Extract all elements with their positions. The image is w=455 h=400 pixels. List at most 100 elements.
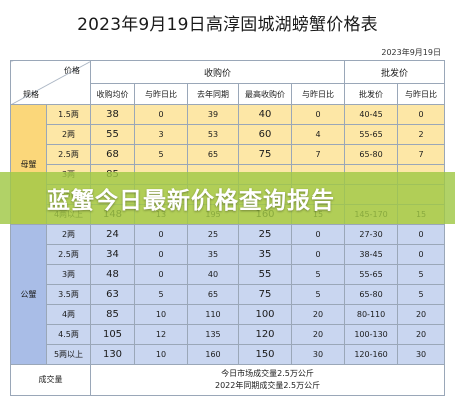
table-row: 3.5两 63 5 65 75 5 65-80 5 <box>11 284 446 305</box>
spec-header-label: 规格 <box>23 90 39 99</box>
max-cell: 55 <box>238 264 292 285</box>
vs2-cell: 0 <box>290 224 346 245</box>
col-header-vs: 与昨日比 <box>290 83 346 105</box>
footer-label: 成交量 <box>10 364 91 396</box>
footer-row: 成交量 今日市场成交量2.5万公斤 2022年同期成交量2.5万公斤 <box>10 364 446 396</box>
vs3-cell: 7 <box>397 144 446 165</box>
table-date: 2023年9月19日 <box>381 48 441 57</box>
vs-cell: 0 <box>134 264 188 285</box>
vs2-cell: 0 <box>290 244 346 265</box>
ws-cell: 80-110 <box>344 304 399 325</box>
avg-cell: 55 <box>90 124 135 145</box>
spec-cell: 2两 <box>46 224 91 245</box>
table-row: 母蟹 1.5两 38 0 39 40 0 40-45 0 <box>10 104 446 225</box>
vs3-cell: 5 <box>397 284 446 305</box>
max-cell: 100 <box>238 304 292 325</box>
header-row-2: 收购均价 与昨日比 去年同期 最高收购价 与昨日比 批发价 与昨日比 <box>11 83 446 105</box>
page-title: 2023年9月19日高淳固城湖螃蟹价格表 <box>77 15 378 35</box>
avg-cell: 63 <box>90 284 135 305</box>
avg-cell: 38 <box>90 104 135 125</box>
vs-cell: 10 <box>134 344 188 365</box>
max-cell: 150 <box>238 344 292 365</box>
table-row: 2.5两 68 5 65 75 7 65-80 7 <box>11 144 446 165</box>
vs2-cell: 7 <box>290 144 346 165</box>
last-cell: 53 <box>187 124 239 145</box>
vs3-cell: 2 <box>397 124 446 145</box>
last-cell: 35 <box>187 244 239 265</box>
spec-cell: 1.5两 <box>46 104 91 125</box>
vs2-cell: 5 <box>290 284 346 305</box>
avg-cell: 105 <box>90 324 135 345</box>
last-cell: 40 <box>187 264 239 285</box>
ws-cell: 100-130 <box>344 324 399 345</box>
col-header-max: 最高收购价 <box>238 83 292 105</box>
vs3-cell: 20 <box>397 304 446 325</box>
vs-cell: 10 <box>134 304 188 325</box>
ws-cell: 65-80 <box>344 284 399 305</box>
avg-cell: 24 <box>90 224 135 245</box>
spec-cell: 2.5两 <box>46 244 91 265</box>
last-cell: 25 <box>187 224 239 245</box>
ws-cell: 27-30 <box>344 224 399 245</box>
avg-cell: 68 <box>90 144 135 165</box>
vs-cell: 0 <box>134 244 188 265</box>
price-header-label: 价格 <box>64 66 80 75</box>
avg-cell: 48 <box>90 264 135 285</box>
avg-cell: 85 <box>90 304 135 325</box>
spec-cell: 5两以上 <box>46 344 91 365</box>
vs-cell: 5 <box>134 144 188 165</box>
vs2-cell: 4 <box>290 124 346 145</box>
banner-text: 蓝蟹今日最新价格查询报告 <box>47 188 335 214</box>
avg-cell: 130 <box>90 344 135 365</box>
vs-cell: 0 <box>134 104 188 125</box>
male-section: 公蟹 2两 24 0 25 25 0 27-30 0 2.5两 34 0 35 35 0 38-45 0 3两 48… <box>10 224 446 365</box>
last-cell: 39 <box>187 104 239 125</box>
vs-cell: 5 <box>134 284 188 305</box>
last-cell: 65 <box>187 284 239 305</box>
spec-cell: 4.5两 <box>46 324 91 345</box>
footer-text: 今日市场成交量2.5万公斤 2022年同期成交量2.5万公斤 <box>89 364 446 396</box>
vs2-cell: 5 <box>290 264 346 285</box>
vs3-cell: 0 <box>397 104 446 125</box>
max-cell: 120 <box>238 324 292 345</box>
max-cell: 40 <box>238 104 292 125</box>
vs3-cell: 0 <box>397 224 446 245</box>
ws-cell: 40-45 <box>344 104 399 125</box>
last-cell: 110 <box>187 304 239 325</box>
max-cell: 60 <box>238 124 292 145</box>
purchase-group-header: 收购价 <box>89 60 346 84</box>
vs2-cell: 0 <box>290 104 346 125</box>
spec-cell: 2两 <box>46 124 91 145</box>
ws-cell: 55-65 <box>344 124 399 145</box>
last-cell: 135 <box>187 324 239 345</box>
col-header-vs: 与昨日比 <box>134 83 188 105</box>
table-row: 4.5两 105 12 135 120 20 100-130 20 <box>11 324 446 345</box>
table-row: 3两 48 0 40 55 5 55-65 5 <box>11 264 446 285</box>
table-row: 5两以上 130 10 160 150 30 120-160 30 <box>11 344 446 365</box>
max-cell: 25 <box>238 224 292 245</box>
col-header-last-year: 去年同期 <box>187 83 239 105</box>
vs3-cell: 30 <box>397 344 446 365</box>
avg-cell: 34 <box>90 244 135 265</box>
max-cell: 75 <box>238 284 292 305</box>
ws-cell: 65-80 <box>344 144 399 165</box>
spec-cell: 3两 <box>46 264 91 285</box>
header-row-1: 价格 规格 收购价 批发价 <box>10 60 446 105</box>
col-header-avg: 收购均价 <box>90 83 135 105</box>
last-cell: 160 <box>187 344 239 365</box>
volume-today: 今日市场成交量2.5万公斤 <box>221 369 314 378</box>
vs3-cell: 5 <box>397 264 446 285</box>
spec-cell: 2.5两 <box>46 144 91 165</box>
vs2-cell: 30 <box>290 344 346 365</box>
vs2-cell: 20 <box>290 324 346 345</box>
vs2-cell: 20 <box>290 304 346 325</box>
price-table: 价格 规格 收购价 批发价 收购均价 与昨日比 去年同期 最高收购价 与昨日比 … <box>10 60 446 396</box>
last-cell: 65 <box>187 144 239 165</box>
col-header-vs: 与昨日比 <box>397 83 446 105</box>
wholesale-group-header: 批发价 <box>344 60 446 84</box>
table-row: 公蟹 2两 24 0 25 25 0 27-30 0 <box>10 224 446 365</box>
table-row: 2.5两 34 0 35 35 0 38-45 0 <box>11 244 446 265</box>
vs-cell: 0 <box>134 224 188 245</box>
vs3-cell: 20 <box>397 324 446 345</box>
corner-header: 价格 规格 <box>10 60 91 105</box>
